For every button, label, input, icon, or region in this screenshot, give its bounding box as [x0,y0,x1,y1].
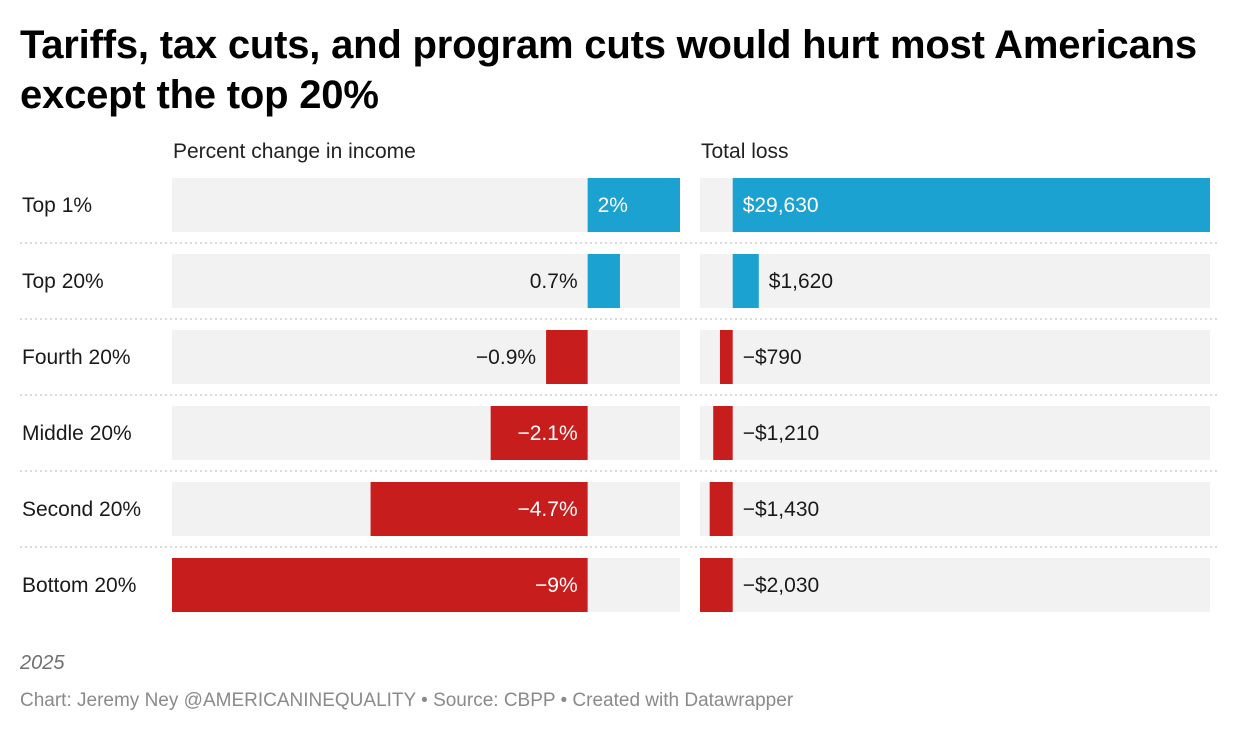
bar-track [172,330,680,384]
total-loss-bar [719,330,733,384]
percent-change-bar [370,482,588,536]
total-loss-label: −$2,030 [743,574,820,597]
percent-change-bar [587,178,680,232]
row-label: Middle 20% [22,422,132,445]
bar-track [700,330,1210,384]
row-label: Second 20% [22,498,141,521]
total-loss-bar [700,558,733,612]
percent-change-label: −9% [535,574,578,597]
total-loss-label: $1,620 [769,270,833,293]
row-label: Fourth 20% [22,346,131,369]
chart-title: Tariffs, tax cuts, and program cuts woul… [20,23,1197,117]
row-label: Top 1% [22,194,92,217]
percent-change-label: −4.7% [517,498,577,521]
total-loss-label: −$790 [743,346,802,369]
year-note: 2025 [20,652,65,674]
total-loss-bar [713,406,733,460]
total-loss-label: $29,630 [743,194,819,217]
total-loss-label: −$1,430 [743,498,820,521]
percent-change-bar [587,254,620,308]
percent-change-header: Percent change in income [173,140,416,163]
percent-change-bar [546,330,588,384]
bar-track [172,406,680,460]
bar-chart: Top 1% 2% $29,630 Top 20% 0.7% $1,620 Fourth 2… [20,178,1218,612]
total-loss-bar [732,178,1210,232]
chart-credits: Chart: Jeremy Ney @AMERICANINEQUALITY • … [20,690,794,711]
bar-track [700,558,1210,612]
bar-track [700,254,1210,308]
percent-change-label: 2% [598,194,628,217]
total-loss-header: Total loss [701,140,789,163]
row-label: Bottom 20% [22,574,136,597]
percent-change-label: −0.9% [476,346,536,369]
percent-change-label: −2.1% [517,422,577,445]
row-label: Top 20% [22,270,104,293]
percent-change-label: 0.7% [530,270,578,293]
percent-change-bar [172,558,588,612]
bar-track [700,482,1210,536]
total-loss-bar [732,254,759,308]
percent-change-bar [490,406,588,460]
total-loss-label: −$1,210 [743,422,820,445]
bar-track [700,406,1210,460]
total-loss-bar [709,482,733,536]
